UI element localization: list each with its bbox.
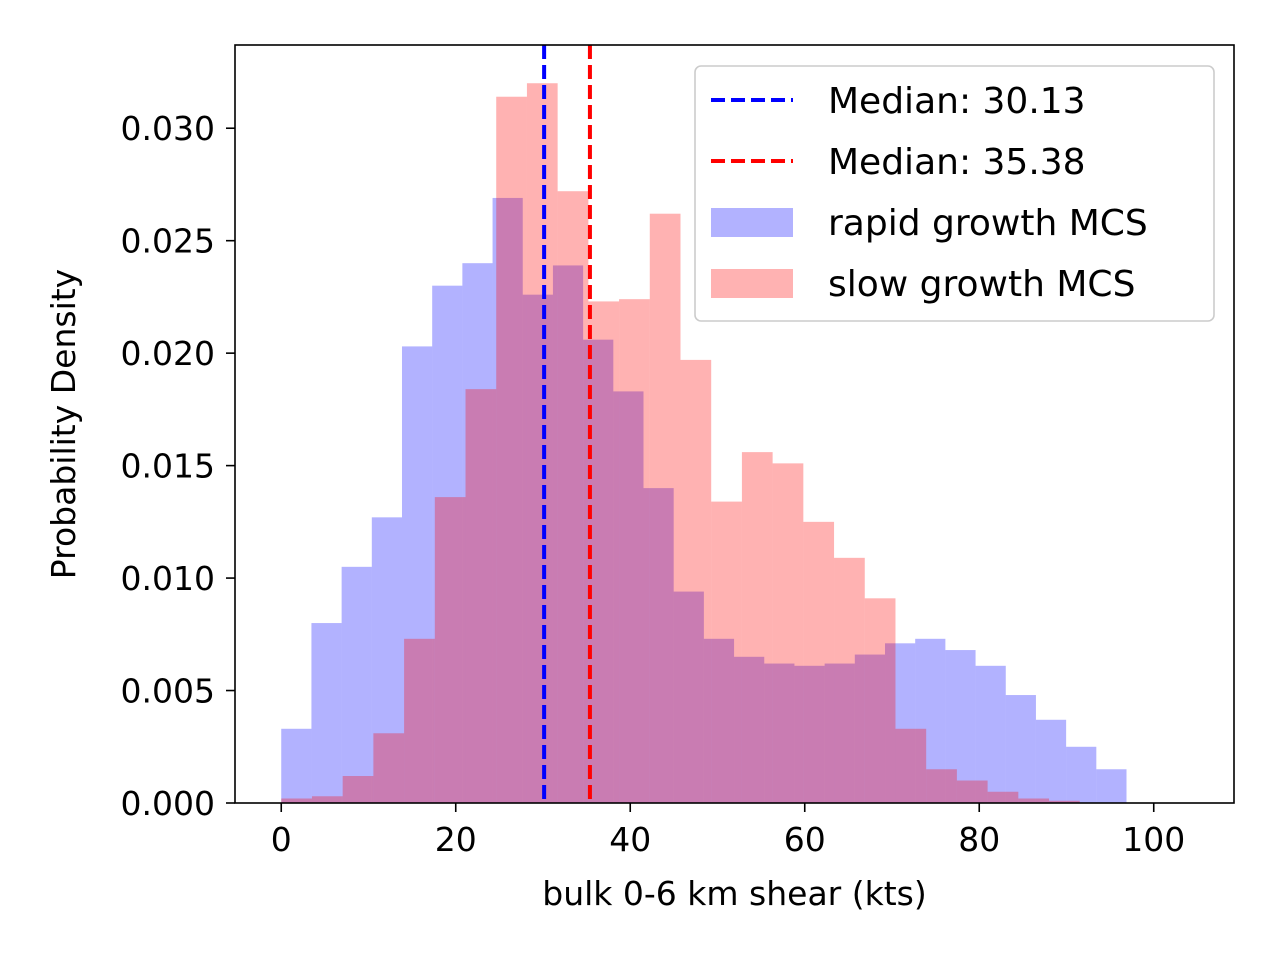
histogram-bar — [281, 798, 312, 803]
legend-item: rapid growth MCS — [711, 203, 1148, 244]
y-tick-label: 0.025 — [121, 222, 215, 261]
y-axis-label: Probability Density — [44, 269, 83, 579]
histogram-bar — [462, 263, 493, 803]
series-slow-growth — [281, 83, 1080, 804]
legend: Median: 30.13 Median: 35.38 rapid growth M… — [694, 65, 1215, 322]
histogram-bar — [956, 780, 988, 803]
histogram-bar — [1066, 746, 1097, 803]
histogram-bar — [926, 769, 957, 803]
y-tick-label: 0.030 — [121, 109, 215, 148]
y-tick-label: 0.000 — [121, 784, 215, 823]
x-tick-label: 80 — [958, 820, 1000, 859]
histogram-bars — [281, 83, 1127, 804]
histogram-bar — [311, 796, 343, 803]
legend-label: slow growth MCS — [828, 264, 1135, 305]
y-axis-ticks: 0.000 0.005 0.010 0.015 0.020 0.025 0.030 — [121, 109, 235, 823]
plot-area-frame — [234, 44, 1235, 804]
x-axis-label: bulk 0-6 km shear (kts) — [542, 874, 926, 913]
histogram-bar — [764, 663, 795, 803]
histogram-bar — [465, 389, 497, 803]
histogram-bar — [1035, 719, 1067, 803]
histogram-bar — [341, 566, 372, 803]
series-rapid-growth — [281, 197, 1127, 803]
legend-item: Median: 35.38 — [711, 142, 1086, 183]
histogram-bar — [432, 285, 463, 803]
histogram-bar — [557, 191, 589, 803]
histogram-bar — [734, 656, 765, 803]
legend-patch-swatch — [711, 208, 793, 237]
histogram-bar — [1018, 798, 1050, 803]
x-tick-label: 100 — [1122, 820, 1185, 859]
histogram-bar — [311, 623, 342, 803]
y-tick-label: 0.005 — [121, 672, 215, 711]
histogram-bar — [1049, 800, 1080, 803]
histogram-bar — [404, 638, 435, 803]
legend-item: Median: 30.13 — [711, 81, 1086, 122]
x-tick-label: 60 — [784, 820, 826, 859]
histogram-bar — [552, 265, 584, 803]
legend-label: rapid growth MCS — [828, 203, 1148, 244]
histogram-bar — [496, 96, 527, 804]
histogram-bar — [824, 663, 855, 803]
histogram-bar — [945, 650, 976, 803]
legend-label: Median: 35.38 — [828, 142, 1086, 183]
histogram-bar — [588, 301, 620, 803]
y-tick-label: 0.015 — [121, 447, 215, 486]
x-axis-ticks: 0 20 40 60 80 100 — [271, 803, 1185, 859]
histogram-bar — [895, 728, 927, 803]
histogram-bar — [401, 346, 433, 803]
x-tick-label: 40 — [609, 820, 651, 859]
x-tick-label: 0 — [271, 820, 292, 859]
x-tick-label: 20 — [435, 820, 477, 859]
histogram-bar — [803, 521, 835, 803]
histogram-bar — [885, 643, 916, 803]
histogram-bar — [864, 598, 896, 803]
histogram-bar — [711, 501, 742, 803]
histogram-bar — [680, 359, 712, 803]
histogram-bar — [492, 197, 523, 803]
histogram-bar — [987, 791, 1019, 803]
histogram-bar — [522, 294, 553, 803]
legend-box — [694, 65, 1215, 322]
legend-item: slow growth MCS — [711, 264, 1135, 305]
histogram-bar — [342, 776, 374, 803]
histogram-bar — [281, 728, 312, 803]
histogram-bar — [649, 213, 681, 804]
histogram-bar — [915, 638, 946, 803]
histogram-bar — [772, 463, 804, 803]
histogram-bar — [794, 665, 825, 803]
histogram-bar — [613, 391, 644, 803]
histogram-bar — [619, 299, 650, 803]
histogram-bar — [1096, 769, 1127, 803]
histogram-bar — [975, 665, 1006, 803]
histogram-bar — [643, 488, 674, 803]
histogram-bar — [854, 654, 886, 803]
median-lines — [542, 45, 592, 803]
y-tick-label: 0.010 — [121, 559, 215, 598]
histogram-bar — [741, 452, 773, 803]
histogram-bar — [373, 733, 405, 803]
legend-label: Median: 30.13 — [828, 81, 1086, 122]
histogram-bar — [673, 591, 704, 803]
histogram-bar — [434, 497, 466, 803]
legend-patch-swatch — [711, 269, 793, 298]
histogram-bar — [703, 638, 735, 803]
histogram-bar — [526, 83, 558, 804]
histogram-bar — [1005, 695, 1036, 803]
histogram-bar — [371, 517, 402, 803]
histogram-bar — [834, 557, 865, 803]
y-tick-label: 0.020 — [121, 334, 215, 373]
